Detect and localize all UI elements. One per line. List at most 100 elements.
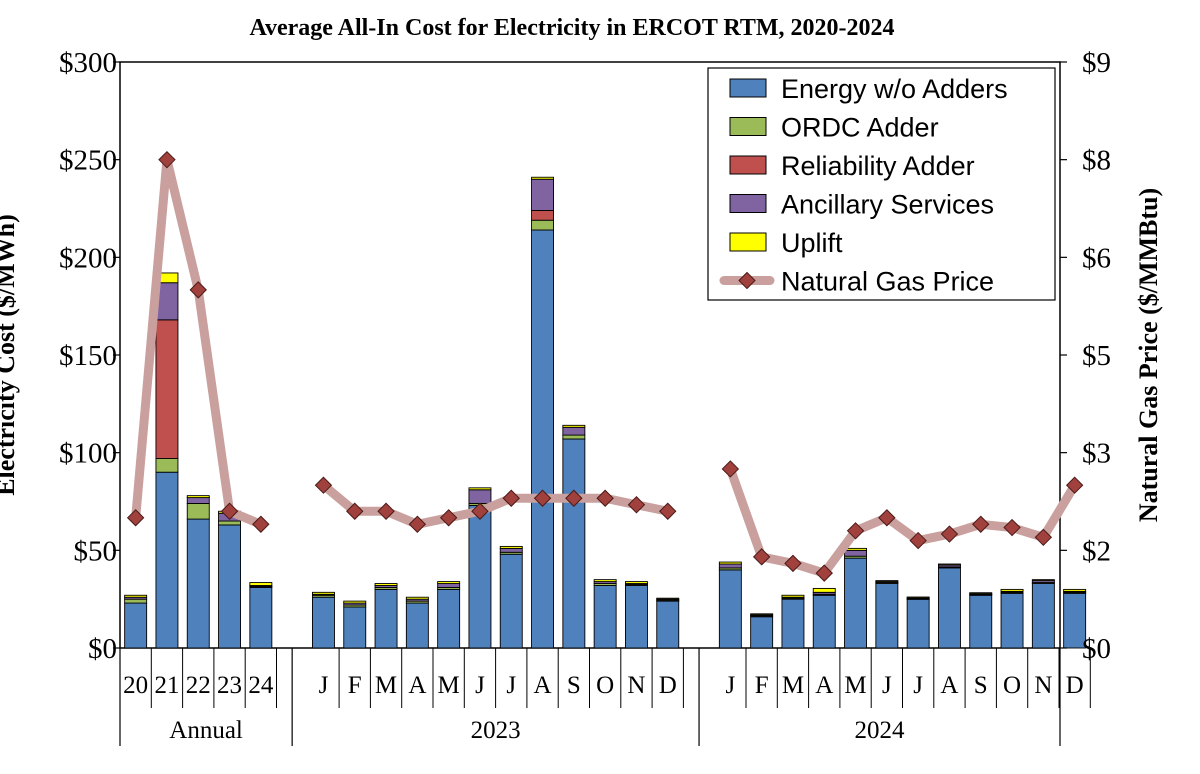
x-tick-label-6: F [348, 672, 362, 699]
legend-swatch-1 [729, 117, 767, 136]
gas-price-point-17 [721, 460, 740, 478]
gas-price-point-20 [815, 564, 833, 582]
gas-price-point-16 [659, 502, 677, 520]
bar-ancillary-services-13 [562, 426, 586, 436]
bar-ancillary-services-10 [468, 489, 492, 504]
y-tick-label-5: $250 [59, 145, 117, 177]
bar-energy-w-o-adders-14 [593, 585, 617, 649]
x-tick-label-7: M [375, 672, 397, 699]
bar-uplift-20 [812, 587, 836, 593]
bar-uplift-22 [875, 580, 899, 583]
bar-energy-w-o-adders-10 [468, 504, 492, 649]
bar-uplift-7 [374, 583, 398, 586]
bar-energy-w-o-adders-11 [499, 553, 523, 649]
gas-price-point-28 [1065, 476, 1084, 494]
x-tick-label-19: M [782, 672, 804, 699]
y-tick-label-4: $200 [59, 242, 117, 274]
bar-uplift-12 [531, 176, 554, 180]
bar-energy-w-o-adders-17 [718, 569, 742, 649]
y-axis-right: $0 $2 $3 $5 $6 $8 $9 [1060, 47, 1111, 665]
y-axis-label: Electricity Cost ($/MWh) [0, 214, 20, 496]
gas-price-point-7 [377, 502, 395, 520]
y-tick-label-3: $150 [59, 340, 117, 372]
x-tick-label-14: O [596, 672, 614, 699]
gas-price-point-21 [846, 522, 865, 540]
legend-swatch-2 [729, 155, 767, 175]
bar-energy-w-o-adders-0 [124, 602, 148, 649]
bar-uplift-14 [593, 579, 617, 583]
bar-uplift-2 [186, 495, 210, 499]
bar-energy-w-o-adders-15 [625, 585, 648, 649]
y-tick-label-0: $0 [88, 633, 117, 665]
x-tick-label-18: F [755, 672, 769, 699]
gas-price-point-12 [533, 489, 552, 507]
bar-energy-w-o-adders-5 [312, 596, 335, 649]
bar-uplift-18 [750, 613, 774, 616]
bar-energy-w-o-adders-8 [405, 602, 429, 649]
bar-energy-w-o-adders-6 [343, 606, 367, 649]
gas-price-point-11 [502, 489, 520, 507]
x-tick-label-27: N [1034, 672, 1052, 699]
x-tick-label-13: S [567, 672, 581, 699]
x-tick-label-23: J [913, 672, 923, 699]
gas-price-point-10 [471, 502, 489, 520]
x-tick-label-3: 23 [217, 672, 242, 699]
bars-layer [124, 176, 1087, 649]
bar-ordc-adder-2 [186, 503, 210, 520]
bar-energy-w-o-adders-21 [844, 557, 867, 649]
legend-swatch-3 [729, 194, 767, 213]
bar-energy-w-o-adders-12 [531, 229, 554, 649]
gas-price-point-23 [909, 531, 927, 550]
x-tick-label-10: J [475, 672, 485, 699]
gas-price-point-27 [1034, 528, 1053, 547]
bar-ancillary-services-2 [186, 497, 210, 504]
gas-price-line-0 [131, 155, 266, 529]
x-tick-label-22: J [882, 672, 892, 699]
x-tick-label-9: M [438, 672, 460, 699]
bar-uplift-27 [1031, 579, 1055, 582]
x-tick-label-2: 22 [186, 672, 211, 699]
bar-uplift-0 [124, 594, 148, 598]
bar-uplift-24 [938, 563, 961, 566]
x-tick-label-8: A [408, 672, 426, 699]
x-axis: 20 21 22 23 24 J F M A M J J A S O N D J F M A M J J A S O N DAnnual… [119, 648, 1091, 746]
legend: Energy w/o Adders ORDC Adder Reliability A… [707, 67, 1056, 301]
gas-price-point-2 [189, 281, 207, 299]
bar-energy-w-o-adders-16 [656, 600, 680, 649]
bar-uplift-25 [969, 592, 993, 595]
group-label-2: 2024 [855, 717, 906, 744]
x-tick-label-4: 24 [248, 672, 274, 699]
x-tick-label-17: J [725, 672, 735, 699]
bar-uplift-9 [437, 581, 461, 584]
gas-price-line-1 [318, 480, 673, 529]
bar-uplift-26 [1000, 588, 1024, 592]
bar-uplift-4 [249, 582, 273, 586]
bar-uplift-13 [562, 424, 586, 428]
bar-reliability-adder-1 [155, 319, 179, 459]
bar-energy-w-o-adders-24 [938, 567, 961, 649]
bar-uplift-17 [718, 561, 742, 565]
x-tick-label-26: O [1003, 672, 1021, 699]
gas-price-point-24 [940, 525, 959, 543]
x-tick-label-25: S [974, 672, 988, 699]
gas-price-point-19 [784, 554, 802, 573]
legend-label-1: ORDC Adder [781, 113, 939, 143]
bar-ancillary-services-9 [437, 583, 461, 588]
legend-label-0: Energy w/o Adders [781, 74, 1008, 104]
group-label-1: 2023 [471, 717, 521, 744]
gas-price-point-8 [408, 515, 427, 533]
bar-energy-w-o-adders-7 [374, 588, 398, 649]
y2-axis-label: Natural Gas Price ($/MMBtu) [1134, 188, 1163, 522]
gas-price-point-3 [220, 502, 239, 520]
legend-swatch-0 [729, 78, 767, 98]
bar-uplift-23 [906, 596, 930, 599]
bar-ordc-adder-1 [155, 458, 179, 473]
x-tick-label-15: N [627, 672, 645, 699]
gas-price-point-18 [752, 548, 771, 566]
legend-label-3: Ancillary Services [781, 190, 994, 220]
bar-energy-w-o-adders-26 [1000, 592, 1024, 649]
x-tick-label-21: M [844, 672, 866, 699]
gas-price-line-layer [126, 150, 1084, 582]
bar-energy-w-o-adders-2 [186, 518, 210, 649]
